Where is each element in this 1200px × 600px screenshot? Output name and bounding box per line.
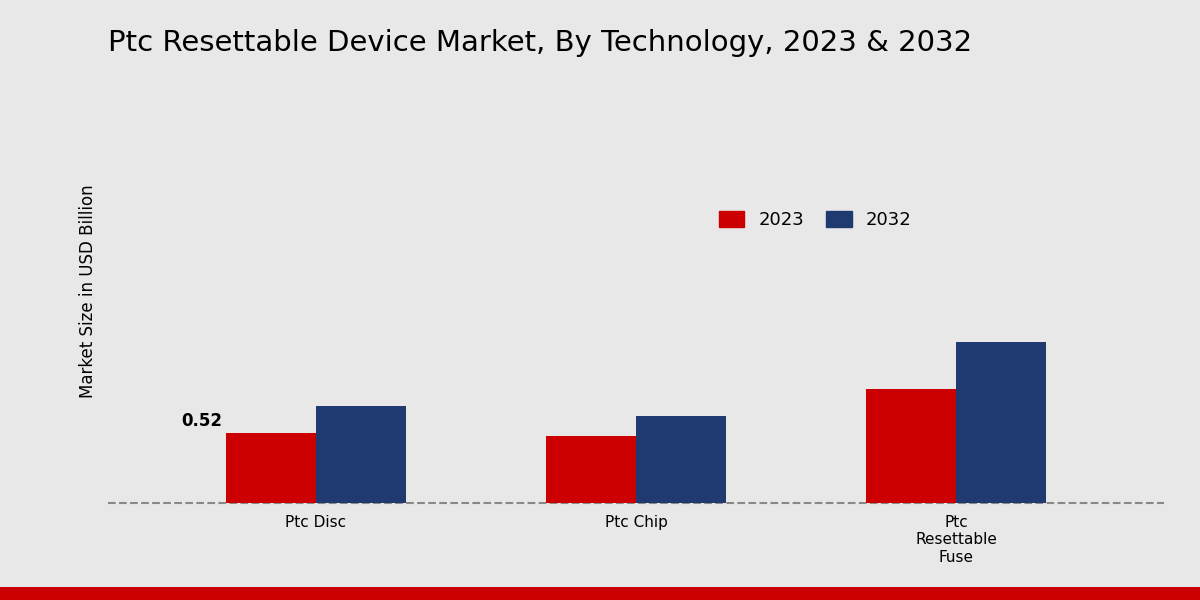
Bar	[227, 433, 316, 503]
Bar	[636, 416, 726, 503]
Text: 0.52: 0.52	[181, 412, 222, 430]
Y-axis label: Market Size in USD Billion: Market Size in USD Billion	[79, 184, 97, 398]
Bar	[316, 406, 406, 503]
Text: Ptc Resettable Device Market, By Technology, 2023 & 2032: Ptc Resettable Device Market, By Technol…	[108, 29, 972, 57]
Legend: 2023, 2032: 2023, 2032	[712, 203, 919, 236]
Bar	[956, 341, 1045, 503]
Bar	[546, 436, 636, 503]
Bar	[866, 389, 956, 503]
